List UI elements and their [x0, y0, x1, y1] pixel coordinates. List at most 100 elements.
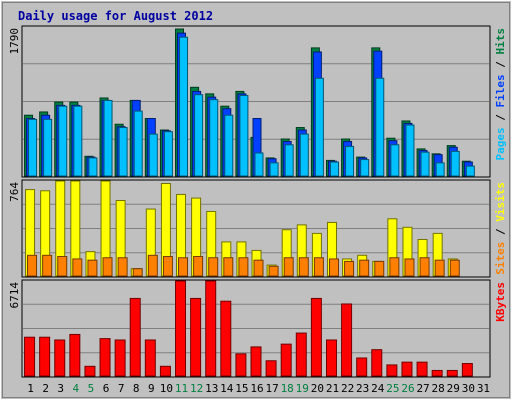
bar-kbytes-day-4: [69, 333, 81, 377]
chart-title: Daily usage for August 2012: [18, 9, 213, 23]
bar-sites-day-25: [389, 257, 400, 277]
bar-sites-day-2: [42, 254, 53, 277]
bar-kbytes-day-1: [24, 336, 36, 377]
x-tick-label: 11: [175, 382, 188, 395]
bar-kbytes-day-28: [431, 369, 443, 377]
bar-pages-day-15: [239, 95, 249, 177]
bar-pages-day-27: [420, 151, 430, 177]
bar-sites-day-12: [193, 256, 204, 277]
bar-kbytes-day-26: [401, 361, 413, 377]
x-tick-label: 28: [432, 382, 445, 395]
bar-kbytes-day-20: [310, 297, 322, 377]
bar-kbytes-day-8: [129, 297, 141, 377]
legend-label: Pages: [494, 127, 507, 160]
bar-kbytes-day-27: [416, 361, 428, 377]
bar-kbytes-day-3: [54, 339, 66, 377]
bar-pages-day-13: [209, 99, 219, 177]
legend-label: /: [494, 222, 507, 242]
bar-sites-day-14: [223, 257, 234, 277]
x-tick-label: 10: [160, 382, 173, 395]
bar-kbytes-day-19: [295, 332, 307, 377]
legend-kbytes: KBytes: [494, 282, 507, 322]
legend-hits-files-pages: Pages / Files / Hits: [494, 28, 507, 161]
bar-sites-day-4: [72, 258, 83, 277]
bar-pages-day-18: [284, 144, 294, 177]
bar-pages-day-21: [329, 161, 339, 177]
bar-pages-day-10: [163, 131, 173, 177]
bar-kbytes-day-15: [235, 353, 247, 377]
bar-sites-day-29: [449, 259, 460, 277]
x-tick-label: 31: [477, 382, 490, 395]
legend-label: KBytes: [494, 282, 507, 322]
x-tick-label: 12: [190, 382, 203, 395]
bar-kbytes-day-21: [325, 339, 337, 377]
x-tick-label: 14: [220, 382, 234, 395]
x-tick-label: 5: [88, 382, 95, 395]
bar-kbytes-day-24: [371, 349, 383, 377]
bar-kbytes-day-23: [356, 357, 368, 377]
legend-label: /: [494, 55, 507, 75]
bar-sites-day-26: [404, 258, 415, 277]
bar-sites-day-9: [147, 254, 158, 277]
bar-pages-day-24: [375, 77, 385, 177]
bar-kbytes-day-30: [461, 363, 473, 377]
bar-pages-day-28: [435, 162, 445, 177]
y-max-label: 1790: [8, 28, 21, 55]
bar-sites-day-18: [283, 257, 294, 277]
bar-pages-day-25: [390, 144, 400, 177]
bar-kbytes-day-5: [84, 365, 96, 377]
bar-pages-day-12: [194, 94, 204, 177]
legend-visits-sites: Sites / Visits: [494, 182, 507, 275]
bar-sites-day-19: [298, 257, 309, 277]
bar-sites-day-15: [238, 257, 249, 277]
bar-sites-day-13: [208, 257, 219, 277]
bar-pages-day-19: [299, 133, 309, 177]
bar-pages-day-14: [224, 114, 234, 177]
bar-pages-day-9: [148, 133, 158, 177]
x-tick-label: 19: [296, 382, 309, 395]
bar-sites-day-17: [268, 265, 279, 277]
bar-pages-day-2: [43, 118, 53, 177]
bar-pages-day-22: [345, 145, 355, 177]
bar-sites-day-11: [178, 257, 189, 277]
x-tick-label: 24: [371, 382, 385, 395]
x-tick-label: 13: [205, 382, 218, 395]
bar-pages-day-7: [118, 127, 128, 177]
x-tick-label: 21: [326, 382, 339, 395]
x-tick-label: 1: [27, 382, 34, 395]
y-max-label: 764: [8, 182, 21, 202]
x-tick-label: 3: [57, 382, 64, 395]
bar-pages-day-16: [254, 152, 264, 177]
bar-sites-day-22: [344, 260, 355, 277]
bar-kbytes-day-29: [446, 369, 458, 377]
bar-sites-day-24: [374, 260, 385, 277]
bar-sites-day-21: [328, 258, 339, 277]
legend-label: Sites: [494, 242, 507, 275]
bar-pages-day-26: [405, 124, 415, 177]
bar-sites-day-7: [117, 257, 128, 277]
bar-kbytes-day-12: [190, 297, 202, 377]
bar-pages-day-20: [314, 77, 324, 177]
x-tick-label: 17: [265, 382, 278, 395]
x-tick-label: 30: [462, 382, 475, 395]
bar-kbytes-day-13: [205, 280, 217, 377]
bar-pages-day-6: [103, 99, 113, 177]
legend-label: Hits: [494, 28, 507, 55]
x-tick-label: 9: [148, 382, 155, 395]
bar-kbytes-day-22: [341, 303, 353, 377]
bar-sites-day-8: [132, 268, 143, 277]
bar-kbytes-day-6: [99, 338, 111, 377]
x-tick-label: 29: [447, 382, 460, 395]
x-tick-label: 27: [416, 382, 429, 395]
bar-sites-day-28: [434, 259, 445, 277]
bar-pages-day-11: [179, 36, 189, 177]
x-tick-label: 18: [281, 382, 294, 395]
bar-sites-day-23: [359, 259, 370, 277]
bar-pages-day-4: [73, 105, 83, 177]
bar-kbytes-day-2: [39, 336, 51, 377]
bar-kbytes-day-9: [144, 339, 156, 377]
bar-pages-day-17: [269, 162, 279, 177]
bar-sites-day-1: [27, 254, 38, 277]
